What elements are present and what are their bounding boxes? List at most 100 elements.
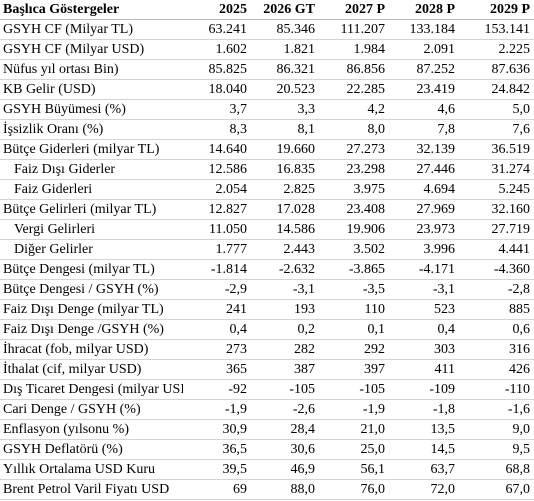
value-cell: 63,7 <box>389 459 459 480</box>
header-cell: 2027 P <box>319 0 389 20</box>
header-cell: 2025 <box>183 0 251 20</box>
value-cell: -2,8 <box>459 279 534 300</box>
table-row: Enflasyon (yılsonu %) 30,9 28,4 21,0 13,5 9,0 <box>0 419 534 440</box>
row-label: Bütçe Gelirleri (milyar TL) <box>0 199 183 220</box>
value-cell: 8,1 <box>251 119 319 140</box>
value-cell: 1.777 <box>183 239 251 260</box>
value-cell: 18.040 <box>183 79 251 100</box>
value-cell: -3,5 <box>319 279 389 300</box>
header-row: Başlıca Göstergeler 2025 2026 GT 2027 P 2028… <box>0 0 534 20</box>
value-cell: -1.814 <box>183 259 251 280</box>
value-cell: 28,4 <box>251 419 319 440</box>
value-cell: 12.586 <box>183 159 251 180</box>
value-cell: 86.321 <box>251 59 319 80</box>
table-row: Yıllık Ortalama USD Kuru 39,5 46,9 56,1 63,7… <box>0 459 534 480</box>
value-cell: 111.207 <box>319 19 389 40</box>
value-cell: -3,1 <box>251 279 319 300</box>
row-label: Cari Denge / GSYH (%) <box>0 399 183 420</box>
table-row: Nüfus yıl ortası Bin) 85.825 86.321 86.856 8… <box>0 59 534 80</box>
value-cell: 3.996 <box>389 239 459 260</box>
value-cell: 23.408 <box>319 199 389 220</box>
value-cell: 523 <box>389 299 459 320</box>
value-cell: 27.969 <box>389 199 459 220</box>
value-cell: 23.419 <box>389 79 459 100</box>
value-cell: 387 <box>251 359 319 380</box>
value-cell: 110 <box>319 299 389 320</box>
value-cell: -1,6 <box>459 399 534 420</box>
row-label: KB Gelir (USD) <box>0 79 183 100</box>
value-cell: 23.973 <box>389 219 459 240</box>
table-row: GSYH Büyümesi (%) 3,7 3,3 4,2 4,6 5,0 <box>0 99 534 120</box>
row-label: Diğer Gelirler <box>0 239 183 260</box>
value-cell: 4,2 <box>319 99 389 120</box>
table-row: Cari Denge / GSYH (%) -1,9 -2,6 -1,9 -1,8 -1,… <box>0 399 534 420</box>
value-cell: 0,4 <box>183 319 251 340</box>
value-cell: 63.241 <box>183 19 251 40</box>
table-row: Dış Ticaret Dengesi (milyar USD) -92 -105-… <box>0 379 534 400</box>
table-row: GSYH CF (Milyar TL) 63.241 85.346 111.207 13… <box>0 19 534 40</box>
value-cell: 2.054 <box>183 179 251 200</box>
row-label: Nüfus yıl ortası Bin) <box>0 59 183 80</box>
value-cell: 3,7 <box>183 99 251 120</box>
value-cell: 23.298 <box>319 159 389 180</box>
value-cell: -110 <box>459 379 534 400</box>
value-cell: 72,0 <box>389 479 459 500</box>
row-label: Bütçe Dengesi (milyar TL) <box>0 259 183 280</box>
row-label: Faiz Dışı Denge /GSYH (%) <box>0 319 183 340</box>
value-cell: 19.660 <box>251 139 319 160</box>
table-row: GSYH CF (Milyar USD) 1.602 1.821 1.984 2.091… <box>0 39 534 60</box>
value-cell: 241 <box>183 299 251 320</box>
value-cell: 1.821 <box>251 39 319 60</box>
row-label: GSYH Deflatörü (%) <box>0 439 183 460</box>
value-cell: 14.640 <box>183 139 251 160</box>
value-cell: 0,6 <box>459 319 534 340</box>
header-cell: 2028 P <box>389 0 459 20</box>
value-cell: 316 <box>459 339 534 360</box>
value-cell: 0,2 <box>251 319 319 340</box>
value-cell: 27.273 <box>319 139 389 160</box>
value-cell: 39,5 <box>183 459 251 480</box>
row-label: Bütçe Giderleri (milyar TL) <box>0 139 183 160</box>
table-row: Faiz Dışı Giderler 12.586 16.835 23.298 27.4… <box>0 159 534 180</box>
value-cell: 20.523 <box>251 79 319 100</box>
value-cell: 8,3 <box>183 119 251 140</box>
value-cell: 16.835 <box>251 159 319 180</box>
value-cell: 282 <box>251 339 319 360</box>
row-label: GSYH CF (Milyar TL) <box>0 19 183 40</box>
value-cell: 9,0 <box>459 419 534 440</box>
value-cell: 273 <box>183 339 251 360</box>
header-cell: Başlıca Göstergeler <box>0 0 183 20</box>
value-cell: 0,1 <box>319 319 389 340</box>
table-row: Faiz Dışı Denge (milyar TL) 241 193 110 523 8… <box>0 299 534 320</box>
value-cell: 5.245 <box>459 179 534 200</box>
value-cell: 411 <box>389 359 459 380</box>
value-cell: 25,0 <box>319 439 389 460</box>
value-cell: 17.028 <box>251 199 319 220</box>
value-cell: 88,0 <box>251 479 319 500</box>
table-row: Bütçe Dengesi (milyar TL) -1.814 -2.632 -3.… <box>0 259 534 280</box>
value-cell: 7,6 <box>459 119 534 140</box>
value-cell: 36.519 <box>459 139 534 160</box>
value-cell: -2,6 <box>251 399 319 420</box>
value-cell: -3,1 <box>389 279 459 300</box>
table-row: Bütçe Giderleri (milyar TL) 14.640 19.660 2… <box>0 139 534 160</box>
value-cell: 87.636 <box>459 59 534 80</box>
value-cell: 30,9 <box>183 419 251 440</box>
value-cell: 1.602 <box>183 39 251 60</box>
value-cell: 27.446 <box>389 159 459 180</box>
table-row: GSYH Deflatörü (%) 36,5 30,6 25,0 14,5 9,5 <box>0 439 534 460</box>
row-label: Brent Petrol Varil Fiyatı USD <box>0 479 183 500</box>
table-row: İhracat (fob, milyar USD) 273 282 292 303 316 <box>0 339 534 360</box>
row-label: Dış Ticaret Dengesi (milyar USD) <box>0 379 183 400</box>
row-label: Yıllık Ortalama USD Kuru <box>0 459 183 480</box>
row-label: Bütçe Dengesi / GSYH (%) <box>0 279 183 300</box>
value-cell: 22.285 <box>319 79 389 100</box>
value-cell: 303 <box>389 339 459 360</box>
value-cell: 31.274 <box>459 159 534 180</box>
value-cell: 2.225 <box>459 39 534 60</box>
table-row: Diğer Gelirler 1.777 2.443 3.502 3.996 4.441 <box>0 239 534 260</box>
table-row: Faiz Giderleri 2.054 2.825 3.975 4.694 5.245 <box>0 179 534 200</box>
value-cell: 24.842 <box>459 79 534 100</box>
